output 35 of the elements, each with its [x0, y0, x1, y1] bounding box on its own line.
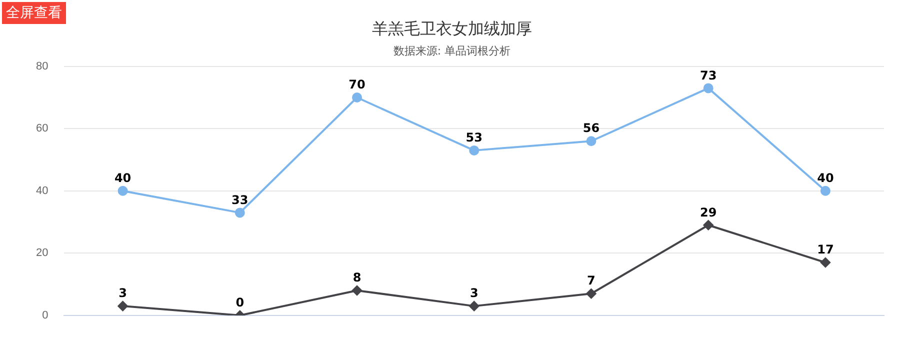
- point: [352, 92, 362, 103]
- y-tick-label: 0: [42, 309, 48, 322]
- data-label: 56: [582, 121, 600, 136]
- y-tick-label: 40: [36, 184, 48, 197]
- data-label: 70: [348, 78, 366, 92]
- point: [118, 186, 128, 196]
- data-label: 40: [114, 171, 132, 186]
- point: [820, 257, 830, 268]
- point: [703, 83, 714, 94]
- data-label: 53: [466, 130, 482, 145]
- point: [234, 208, 245, 218]
- point: [703, 220, 714, 230]
- point: [820, 186, 830, 196]
- point: [469, 145, 480, 156]
- point: [469, 301, 480, 312]
- y-tick-label: 80: [36, 60, 48, 72]
- point: [118, 301, 128, 312]
- y-tick-label: 60: [36, 122, 48, 135]
- fullscreen-button[interactable]: 全屏查看: [2, 2, 66, 24]
- point: [352, 286, 362, 296]
- data-label: 0: [236, 296, 244, 310]
- data-label: 17: [817, 242, 834, 257]
- point: [586, 288, 596, 299]
- data-label: 7: [587, 274, 596, 288]
- data-label: 3: [118, 286, 127, 300]
- data-label: 33: [232, 192, 248, 207]
- point: [586, 136, 596, 146]
- data-label: 3: [470, 286, 478, 300]
- chart-title: 羊羔毛卫衣女加绒加厚: [372, 18, 532, 38]
- y-tick-label: 20: [36, 247, 48, 260]
- data-label: 8: [352, 270, 362, 285]
- data-label: 73: [700, 68, 717, 82]
- chart-subtitle: 数据来源: 单品词根分析: [393, 44, 511, 58]
- data-label: 29: [700, 205, 717, 220]
- data-label: 40: [817, 171, 834, 186]
